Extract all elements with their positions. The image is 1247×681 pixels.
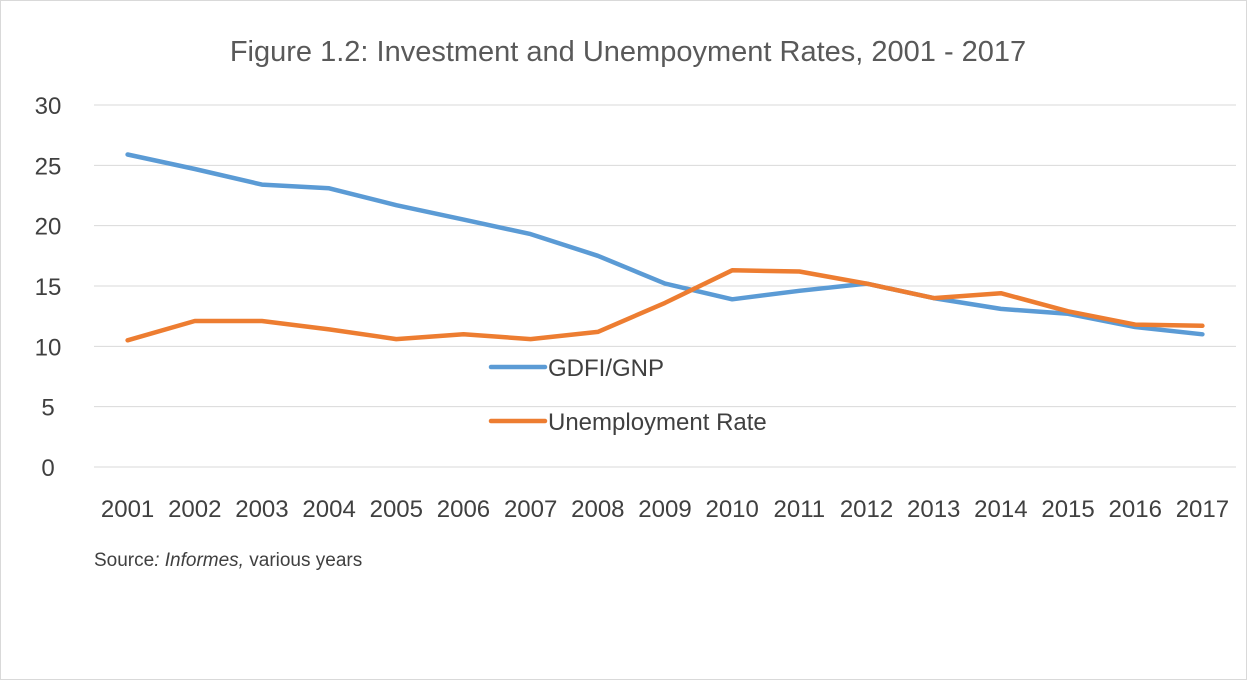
- legend-label: Unemployment Rate: [548, 409, 767, 436]
- y-axis-ticks: 0 5 10 15 20 25 30: [35, 93, 62, 482]
- x-tick-label: 2016: [1109, 496, 1162, 523]
- y-tick-label: 20: [35, 214, 62, 241]
- series-lines: [127, 154, 1202, 340]
- y-tick-label: 30: [35, 93, 62, 120]
- x-tick-label: 2015: [1041, 496, 1094, 523]
- x-tick-label: 2007: [504, 496, 557, 523]
- x-tick-label: 2011: [774, 496, 826, 523]
- x-tick-label: 2002: [168, 496, 221, 523]
- x-tick-label: 2005: [370, 496, 423, 523]
- source-italic: Informes,: [159, 550, 243, 571]
- x-tick-label: 2006: [437, 496, 490, 523]
- x-tick-label: 2004: [302, 496, 355, 523]
- source-suffix: various years: [244, 550, 362, 571]
- x-tick-label: 2010: [705, 496, 758, 523]
- legend-label: GDFI/GNP: [548, 355, 664, 382]
- source-prefix: Source: [94, 550, 154, 571]
- x-tick-label: 2014: [974, 496, 1027, 523]
- x-tick-label: 2001: [101, 496, 154, 523]
- x-tick-label: 2009: [638, 496, 691, 523]
- series-line: [128, 155, 1203, 335]
- series-unemployment-rate: [127, 270, 1202, 340]
- y-tick-label: 5: [41, 395, 54, 422]
- x-tick-label: 2013: [907, 496, 960, 523]
- legend: GDFI/GNP Unemployment Rate: [491, 355, 767, 436]
- x-tick-label: 2008: [571, 496, 624, 523]
- x-axis-ticks: 2001 2002 2003 2004 2005 2006 2007 2008 2009 2010…: [101, 496, 1229, 523]
- x-tick-label: 2017: [1176, 496, 1229, 523]
- series-line: [128, 270, 1203, 340]
- source-note: Source: Informes, various years: [94, 550, 362, 572]
- x-tick-label: 2003: [235, 496, 288, 523]
- x-tick-label: 2012: [840, 496, 893, 523]
- y-tick-label: 15: [35, 274, 62, 301]
- chart-title: Figure 1.2: Investment and Unempoyment R…: [230, 36, 1026, 68]
- y-tick-label: 0: [41, 455, 54, 482]
- series-gdfi-gnp: [127, 154, 1202, 334]
- y-tick-label: 10: [35, 334, 62, 361]
- y-tick-label: 25: [35, 153, 62, 180]
